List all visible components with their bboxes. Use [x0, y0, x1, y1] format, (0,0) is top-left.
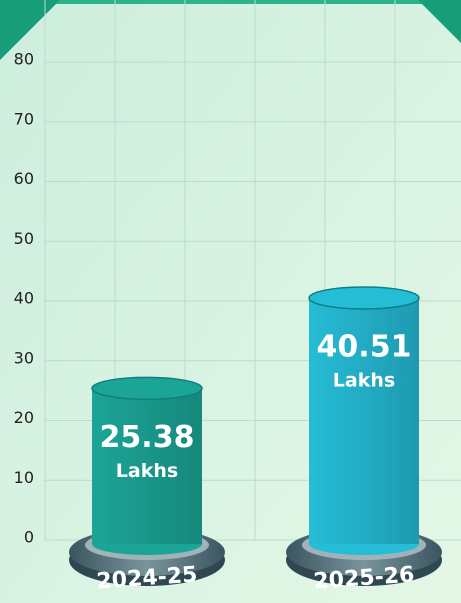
bar-top: [92, 377, 202, 399]
y-tick-label: 60: [14, 169, 34, 188]
data-label: 40.51: [317, 329, 412, 364]
chart: 0102030405060708025.38Lakhs2024-2540.51L…: [0, 0, 461, 603]
y-tick-label: 40: [14, 289, 34, 308]
data-label-unit: Lakhs: [333, 369, 395, 391]
y-tick-label: 30: [14, 348, 34, 367]
y-tick-label: 20: [14, 408, 34, 427]
y-tick-label: 50: [14, 229, 34, 248]
data-label-unit: Lakhs: [116, 460, 178, 482]
data-label: 25.38: [100, 420, 195, 455]
top-border: [0, 0, 461, 4]
bar-top: [309, 287, 419, 309]
y-tick-label: 70: [14, 109, 34, 128]
y-tick-label: 10: [14, 468, 34, 487]
y-tick-label: 80: [14, 50, 34, 69]
y-tick-label: 0: [24, 528, 34, 547]
